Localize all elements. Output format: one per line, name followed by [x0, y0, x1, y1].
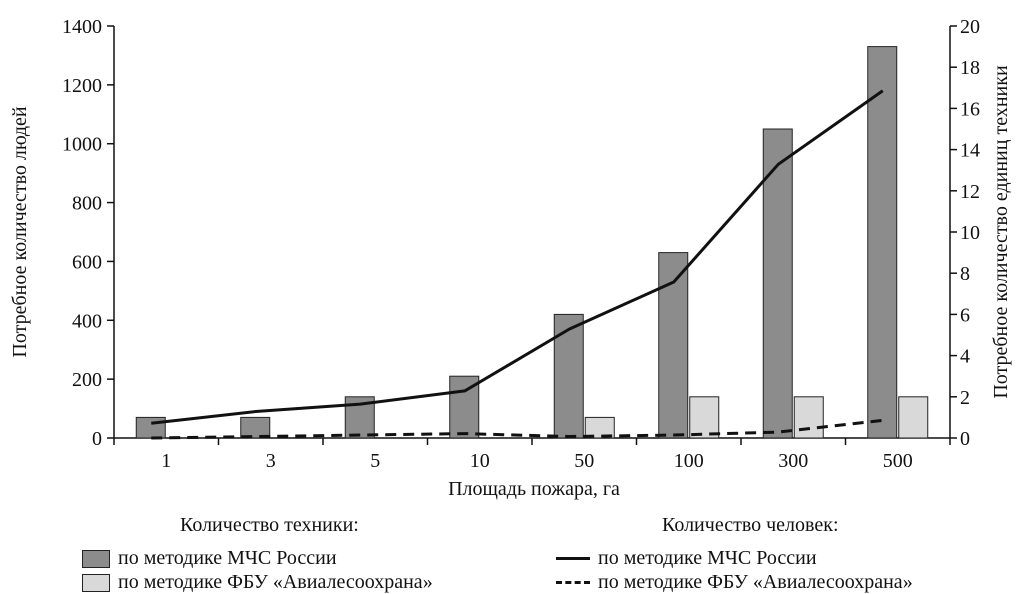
- y-right-tick-label: 16: [960, 98, 980, 120]
- y-right-tick-label: 20: [960, 16, 980, 38]
- y-right-tick-label: 8: [960, 263, 970, 285]
- legend-item-bar-avialesookhrana: по методике ФБУ «Авиалесоохрана»: [82, 571, 433, 594]
- x-tick-label: 3: [266, 450, 276, 472]
- bar-avialesookhrana: [689, 396, 720, 439]
- legend-item-line-avialesookhrana: по методике ФБУ «Авиалесоохрана»: [556, 571, 913, 594]
- line-avialesookhrana: [151, 418, 883, 440]
- y-right-tick-label: 10: [960, 222, 980, 244]
- solid-line-swatch: [556, 557, 590, 560]
- y-axis-left-label: Потребное количество людей: [9, 106, 31, 357]
- line-mchs: [151, 89, 884, 425]
- bar-avialesookhrana: [793, 396, 824, 439]
- x-tick-label: 5: [370, 450, 380, 472]
- x-axis-label: Площадь пожара, га: [448, 478, 620, 500]
- legend-lines-heading: Количество человек:: [662, 514, 839, 536]
- bar-mchs: [553, 313, 584, 439]
- x-tick-label: 500: [883, 450, 913, 472]
- legend-bars-heading: Количество техники:: [180, 514, 359, 536]
- x-tick-label: 50: [574, 450, 594, 472]
- y-left-tick-label: 0: [92, 428, 102, 450]
- legend-item-line-mchs: по методике МЧС России: [556, 547, 817, 570]
- y-right-tick-label: 12: [960, 181, 980, 203]
- y-left-tick-label: 800: [72, 193, 102, 215]
- bar-mchs: [867, 46, 898, 439]
- y-left-tick-label: 600: [72, 251, 102, 273]
- legend-label: по методике МЧС России: [118, 547, 337, 569]
- bars-layer: [135, 46, 929, 439]
- y-right-tick-label: 2: [960, 387, 970, 409]
- bar-mchs: [135, 416, 166, 439]
- y-right-tick-label: 0: [960, 428, 970, 450]
- x-tick-label: 300: [778, 450, 808, 472]
- y-right-tick-label: 6: [960, 304, 970, 326]
- axes-layer: [113, 26, 951, 439]
- dashed-line-swatch: [556, 581, 590, 584]
- legend-item-bar-mchs: по методике МЧС России: [82, 547, 337, 570]
- bar-swatch-light: [82, 573, 110, 592]
- bar-swatch-dark: [82, 549, 110, 568]
- legend-label: по методике ФБУ «Авиалесоохрана»: [598, 571, 913, 593]
- lines-layer: [151, 89, 884, 440]
- x-tick-label: 10: [470, 450, 490, 472]
- bar-avialesookhrana: [584, 416, 615, 439]
- x-tick-label: 1: [161, 450, 171, 472]
- y-left-tick-label: 1200: [62, 75, 102, 97]
- y-left-tick-label: 1000: [62, 134, 102, 156]
- y-right-tick-label: 14: [960, 140, 980, 162]
- bar-mchs: [240, 416, 271, 439]
- bar-avialesookhrana: [898, 396, 929, 439]
- legend-label: по методике ФБУ «Авиалесоохрана»: [118, 571, 433, 593]
- ticks-layer: 0 200 400 600 800 1000 1200 1400 0 2 4 6 8 10 12 14 16 18…: [62, 16, 980, 472]
- y-left-tick-label: 1400: [62, 16, 102, 38]
- y-left-tick-label: 400: [72, 310, 102, 332]
- y-axis-right-label: Потребное количество единиц техники: [990, 65, 1012, 399]
- legend-label: по методике МЧС России: [598, 547, 817, 569]
- bar-mchs: [762, 128, 793, 439]
- y-right-tick-label: 18: [960, 57, 980, 79]
- x-tick-label: 100: [674, 450, 704, 472]
- y-left-tick-label: 200: [72, 369, 102, 391]
- y-right-tick-label: 4: [960, 346, 970, 368]
